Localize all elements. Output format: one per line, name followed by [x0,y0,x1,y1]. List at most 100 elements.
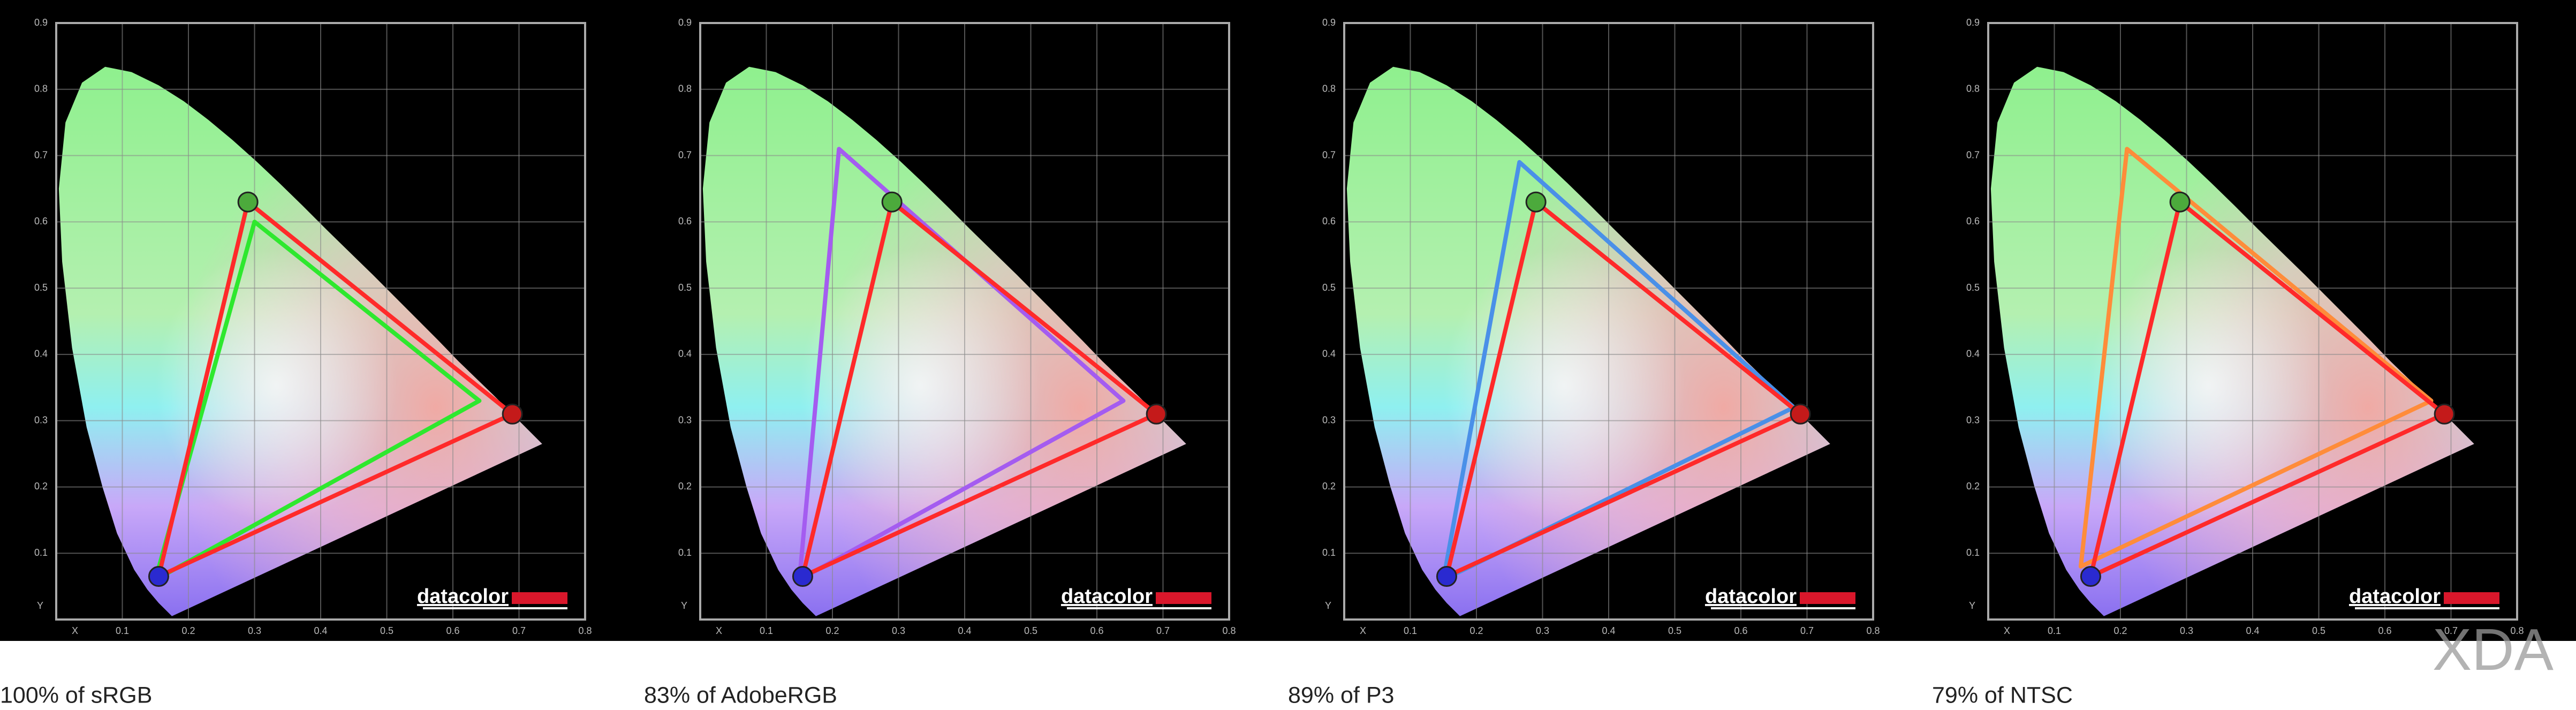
x-tick-label: 0.1 [1404,625,1417,636]
brand-underline [1067,607,1211,609]
brand-underline [2355,607,2499,609]
y-tick-label: 0.4 [1966,349,1980,359]
x-axis-label: X [72,625,78,636]
y-tick-label: 0.8 [678,84,692,94]
x-tick-label: 0.7 [2444,625,2458,636]
y-tick-label: 0.9 [34,17,48,28]
y-tick-label: 0.3 [678,414,692,425]
primary-marker [237,191,259,213]
primary-marker [2169,191,2191,213]
gamut-panel: 0.1 0.2 0.3 0.4 0.5 0.6 0.7 0.8 0.9 0.1 0.2 0.3 0.4 0… [1932,17,2524,708]
spectral-locus [702,66,1186,616]
caption: 79% of NTSC [1932,682,2073,708]
brand-bar [1800,592,1855,604]
gamut-triangle [1444,200,1803,579]
y-axis-label: Y [37,600,43,611]
y-tick-label: 0.5 [1322,282,1336,293]
brand-bar [512,592,567,604]
x-axis-label: X [1360,625,1366,636]
primary-marker [148,566,169,587]
caption: 89% of P3 [1288,682,1394,708]
y-tick-label: 0.9 [1966,17,1980,28]
gamut-triangle [2088,200,2447,579]
primary-marker [1146,403,1167,425]
y-tick-label: 0.6 [678,216,692,226]
watermark: XDA [2433,617,2554,683]
y-tick-label: 0.8 [1966,84,1980,94]
primary-marker [1436,566,1457,587]
spectral-locus [1346,66,1830,616]
x-tick-label: 0.5 [380,625,393,636]
spectral-locus [58,66,542,616]
gamut-triangle [156,200,515,579]
x-tick-label: 0.2 [1469,625,1483,636]
x-tick-label: 0.1 [760,625,773,636]
y-axis-label: Y [1325,600,1331,611]
primary-marker [792,566,813,587]
y-tick-label: 0.9 [678,17,692,28]
primary-marker [502,403,523,425]
gamut-triangle [2078,147,2434,569]
y-tick-label: 0.1 [678,547,692,558]
y-tick-label: 0.4 [34,349,48,359]
y-axis-label: Y [681,600,687,611]
gamut-panel: 0.1 0.2 0.3 0.4 0.5 0.6 0.7 0.8 0.9 0.1 0.2 0.3 0.4 0… [0,17,592,708]
x-tick-label: 0.3 [248,625,261,636]
x-tick-label: 0.1 [2048,625,2061,636]
y-tick-label: 0.6 [1966,216,1980,226]
x-tick-label: 0.5 [1668,625,1681,636]
y-tick-label: 0.4 [1322,349,1336,359]
brand-underline [1711,607,1855,609]
gamut-triangle [1441,160,1796,582]
y-tick-label: 0.4 [678,349,692,359]
brand-bar [1156,592,1211,604]
plot-frame [55,22,586,621]
y-tick-label: 0.9 [1322,17,1336,28]
y-tick-label: 0.5 [678,282,692,293]
x-tick-label: 0.8 [2510,625,2524,636]
x-axis-label: X [716,625,722,636]
x-tick-label: 0.4 [314,625,327,636]
y-tick-label: 0.1 [34,547,48,558]
y-tick-label: 0.8 [1322,84,1336,94]
y-tick-label: 0.6 [34,216,48,226]
plot-frame [699,22,1230,621]
x-tick-label: 0.3 [2180,625,2193,636]
x-tick-label: 0.6 [2378,625,2391,636]
x-tick-label: 0.8 [578,625,592,636]
x-tick-label: 0.4 [958,625,971,636]
y-tick-label: 0.7 [1322,149,1336,160]
y-tick-label: 0.3 [1322,414,1336,425]
gamut-panel: 0.1 0.2 0.3 0.4 0.5 0.6 0.7 0.8 0.9 0.1 0.2 0.3 0.4 0… [1288,17,1880,708]
primary-marker [1525,191,1547,213]
y-tick-label: 0.8 [34,84,48,94]
y-tick-label: 0.5 [1966,282,1980,293]
y-tick-label: 0.3 [1966,414,1980,425]
y-tick-label: 0.7 [678,149,692,160]
brand-logo: datacolor [2349,585,2441,608]
x-tick-label: 0.2 [825,625,839,636]
primary-marker [1790,403,1811,425]
x-tick-label: 0.1 [116,625,129,636]
y-tick-label: 0.2 [678,481,692,492]
plot-frame [1343,22,1874,621]
x-tick-label: 0.7 [1800,625,1814,636]
y-axis-label: Y [1969,600,1975,611]
gamut-triangle [800,200,1159,579]
x-tick-label: 0.4 [2246,625,2259,636]
x-tick-label: 0.5 [2312,625,2325,636]
x-tick-label: 0.2 [181,625,195,636]
x-tick-label: 0.6 [446,625,459,636]
x-tick-label: 0.7 [1156,625,1170,636]
x-tick-label: 0.8 [1866,625,1880,636]
y-tick-label: 0.3 [34,414,48,425]
brand-underline [423,607,567,609]
spectral-locus [1990,66,2474,616]
y-tick-label: 0.7 [1966,149,1980,160]
y-tick-label: 0.1 [1966,547,1980,558]
primary-marker [2434,403,2455,425]
y-tick-label: 0.5 [34,282,48,293]
